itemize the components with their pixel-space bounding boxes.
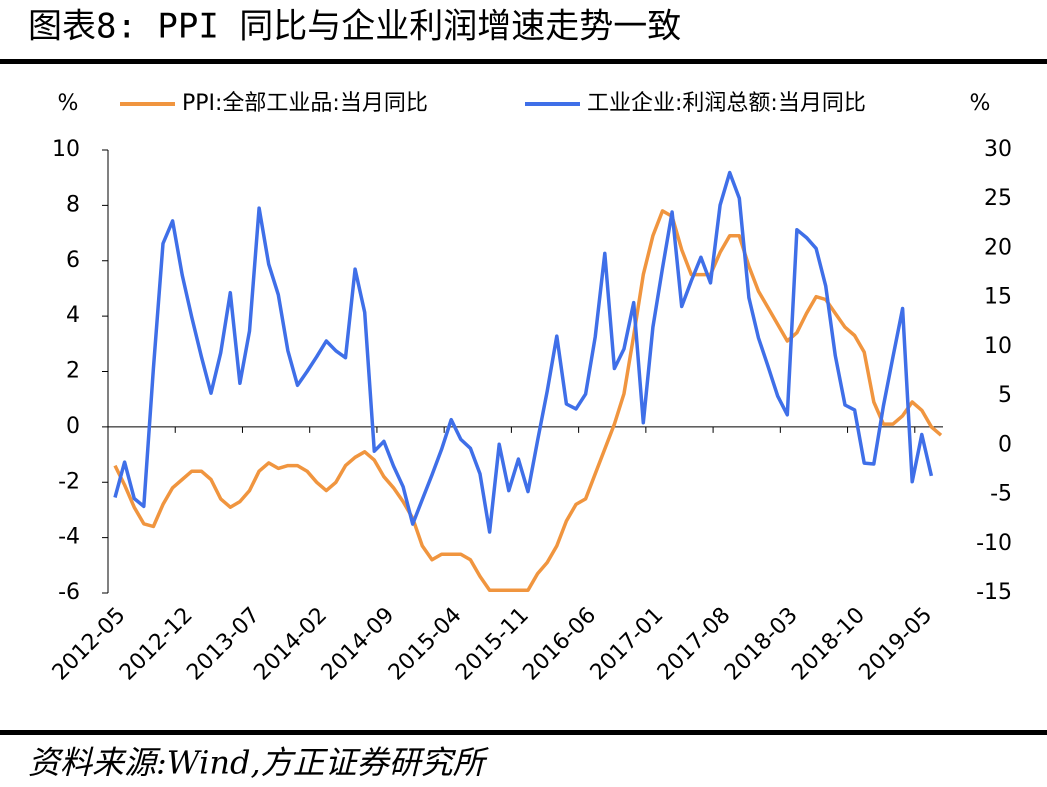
y-tick-label: 10 [52, 137, 80, 162]
x-tick-label: 2013-07 [182, 603, 265, 686]
y-tick-label: -2 [58, 469, 80, 494]
x-tick-label: 2014-02 [250, 603, 333, 686]
series-line [113, 170, 934, 534]
x-tick-label: 2012-12 [115, 603, 198, 686]
x-tick-label: 2018-10 [787, 603, 870, 686]
y2-tick-label: -10 [976, 531, 1012, 556]
y2-unit: % [970, 91, 991, 116]
y2-tick-label: -5 [990, 482, 1012, 507]
y-tick-label: 2 [66, 359, 80, 384]
legend-label: 工业企业:利润总额:当月同比 [587, 91, 866, 116]
y-tick-label: 0 [66, 414, 80, 439]
y2-tick-label: 0 [998, 432, 1012, 457]
x-tick-label: 2017-08 [653, 603, 736, 686]
top-rule [0, 59, 1047, 64]
y-tick-label: 4 [66, 303, 80, 328]
series-line [113, 209, 943, 592]
x-tick-label: 2019-05 [855, 603, 938, 686]
y2-tick-label: 10 [984, 334, 1012, 359]
y2-tick-label: 15 [984, 285, 1012, 310]
x-tick-label: 2017-01 [586, 603, 669, 686]
bottom-rule [0, 730, 1047, 735]
y-unit: % [58, 91, 79, 116]
y2-tick-label: -15 [976, 580, 1012, 605]
x-tick-label: 2018-03 [720, 603, 803, 686]
chart-title: 图表8: PPI 同比与企业利润增速走势一致 [28, 7, 681, 47]
y-tick-label: 6 [66, 248, 80, 273]
x-tick-label: 2014-09 [317, 603, 400, 686]
y-tick-label: -6 [58, 580, 80, 605]
y-tick-label: -4 [58, 525, 80, 550]
source: 资料来源:Wind,方正证券研究所 [28, 744, 490, 782]
x-tick-label: 2016-06 [518, 603, 601, 686]
y2-tick-label: 5 [998, 383, 1012, 408]
x-tick-label: 2012-05 [48, 603, 131, 686]
y2-tick-label: 20 [984, 235, 1012, 260]
y2-tick-label: 25 [984, 186, 1012, 211]
y-tick-label: 8 [66, 192, 80, 217]
legend-label: PPI:全部工业品:当月同比 [182, 91, 428, 116]
x-tick-label: 2015-11 [451, 603, 534, 686]
x-tick-label: 2015-04 [384, 603, 467, 686]
y2-tick-label: 30 [984, 137, 1012, 162]
